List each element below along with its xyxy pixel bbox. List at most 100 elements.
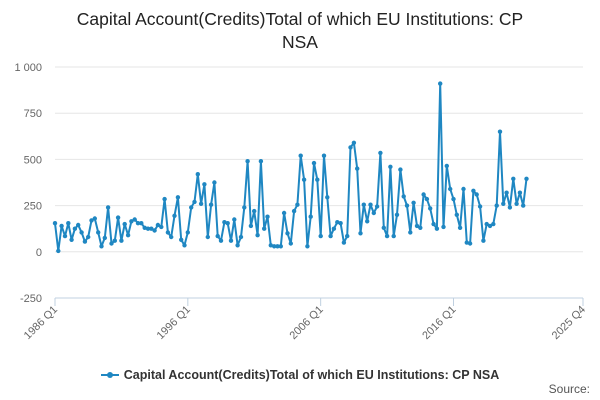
- data-point[interactable]: [258, 159, 264, 164]
- data-point[interactable]: [56, 248, 61, 254]
- data-point[interactable]: [451, 196, 456, 202]
- data-point[interactable]: [501, 201, 506, 206]
- data-point[interactable]: [351, 140, 357, 145]
- data-point[interactable]: [504, 190, 509, 195]
- data-point[interactable]: [381, 225, 386, 230]
- data-point[interactable]: [481, 238, 486, 243]
- data-point[interactable]: [477, 204, 483, 209]
- data-point[interactable]: [139, 221, 144, 226]
- data-point[interactable]: [328, 233, 333, 239]
- data-point[interactable]: [228, 238, 234, 243]
- data-point[interactable]: [341, 240, 347, 245]
- data-point[interactable]: [69, 237, 74, 242]
- data-point[interactable]: [235, 243, 240, 248]
- data-point[interactable]: [291, 208, 297, 214]
- data-point[interactable]: [162, 196, 167, 202]
- data-point[interactable]: [491, 221, 496, 227]
- data-point[interactable]: [89, 218, 94, 223]
- data-point[interactable]: [268, 243, 273, 248]
- data-point[interactable]: [355, 166, 360, 171]
- data-point[interactable]: [165, 230, 171, 235]
- data-point[interactable]: [378, 150, 383, 156]
- data-point[interactable]: [391, 233, 396, 239]
- data-point[interactable]: [281, 210, 287, 216]
- data-point[interactable]: [145, 226, 151, 231]
- data-point[interactable]: [325, 195, 330, 200]
- data-point[interactable]: [401, 194, 406, 199]
- data-point[interactable]: [428, 206, 433, 211]
- data-point[interactable]: [431, 221, 436, 227]
- data-point[interactable]: [192, 199, 197, 205]
- data-point[interactable]: [338, 221, 343, 226]
- data-point[interactable]: [86, 234, 91, 240]
- data-point[interactable]: [238, 234, 244, 240]
- data-point[interactable]: [321, 153, 327, 158]
- data-point[interactable]: [517, 190, 523, 195]
- data-point[interactable]: [371, 210, 376, 216]
- data-point[interactable]: [265, 214, 270, 219]
- data-point[interactable]: [215, 233, 220, 239]
- data-point[interactable]: [444, 163, 449, 169]
- data-point[interactable]: [331, 226, 337, 231]
- data-point[interactable]: [198, 201, 204, 206]
- data-point[interactable]: [92, 216, 98, 221]
- data-point[interactable]: [315, 177, 320, 182]
- data-point[interactable]: [487, 223, 493, 229]
- data-point[interactable]: [345, 233, 350, 239]
- data-point[interactable]: [96, 230, 101, 235]
- data-point[interactable]: [388, 164, 393, 169]
- data-point[interactable]: [232, 217, 237, 222]
- data-point[interactable]: [288, 241, 293, 246]
- data-point[interactable]: [189, 205, 194, 210]
- data-point[interactable]: [195, 172, 200, 177]
- data-point[interactable]: [358, 231, 363, 236]
- data-point[interactable]: [474, 192, 479, 197]
- data-point[interactable]: [132, 217, 137, 222]
- data-point[interactable]: [365, 219, 370, 224]
- data-point[interactable]: [155, 222, 161, 228]
- data-point[interactable]: [408, 230, 413, 235]
- data-point[interactable]: [311, 160, 317, 166]
- data-point[interactable]: [222, 220, 227, 225]
- data-point[interactable]: [285, 231, 290, 236]
- data-point[interactable]: [208, 202, 214, 207]
- data-point[interactable]: [438, 81, 443, 86]
- data-point[interactable]: [298, 153, 303, 158]
- data-point[interactable]: [159, 224, 164, 230]
- data-point[interactable]: [252, 208, 257, 214]
- data-point[interactable]: [275, 244, 280, 249]
- data-point[interactable]: [514, 201, 519, 206]
- data-point[interactable]: [119, 238, 124, 243]
- data-point[interactable]: [467, 241, 473, 246]
- data-point[interactable]: [461, 186, 466, 192]
- data-point[interactable]: [52, 221, 58, 226]
- data-point[interactable]: [129, 219, 134, 224]
- data-point[interactable]: [348, 145, 353, 150]
- data-point[interactable]: [205, 234, 210, 240]
- data-point[interactable]: [59, 223, 64, 229]
- data-point[interactable]: [76, 222, 81, 228]
- data-point[interactable]: [521, 203, 526, 208]
- data-point[interactable]: [225, 221, 230, 226]
- data-point[interactable]: [105, 205, 111, 210]
- data-point[interactable]: [524, 176, 529, 181]
- data-point[interactable]: [374, 204, 380, 209]
- data-point[interactable]: [245, 159, 250, 164]
- data-point[interactable]: [102, 235, 108, 241]
- data-point[interactable]: [99, 244, 104, 249]
- data-point[interactable]: [301, 177, 307, 182]
- data-point[interactable]: [179, 237, 184, 242]
- data-point[interactable]: [152, 228, 157, 233]
- data-point[interactable]: [255, 233, 260, 238]
- data-point[interactable]: [278, 244, 283, 249]
- data-point[interactable]: [318, 233, 323, 239]
- data-point[interactable]: [368, 202, 373, 207]
- data-point[interactable]: [414, 223, 420, 229]
- data-point[interactable]: [172, 213, 177, 218]
- data-point[interactable]: [66, 221, 71, 226]
- data-point[interactable]: [272, 244, 277, 249]
- data-point[interactable]: [135, 221, 141, 226]
- data-point[interactable]: [448, 186, 453, 192]
- data-point[interactable]: [185, 230, 190, 235]
- data-point[interactable]: [457, 225, 463, 230]
